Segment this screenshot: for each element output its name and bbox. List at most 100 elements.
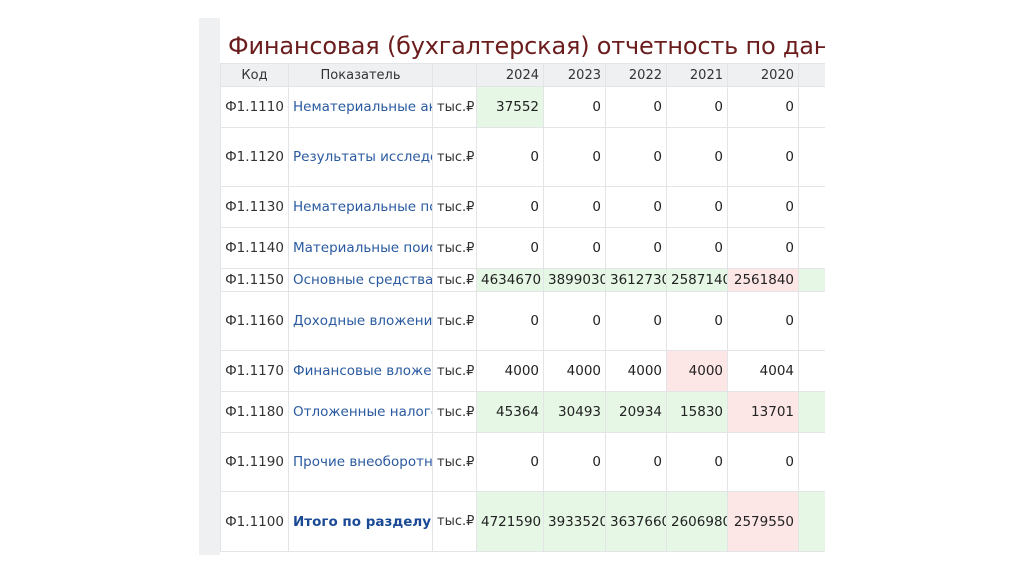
value-cell-2023: 3933520 xyxy=(543,491,606,552)
row-unit: тыс.₽ xyxy=(432,432,477,492)
value-cell-overflow xyxy=(798,491,825,552)
value-cell-2021: 0 xyxy=(666,291,728,351)
column-header-unit xyxy=(432,63,477,87)
column-header-year-2021[interactable]: 2021 xyxy=(666,63,728,87)
row-code: Ф1.1110 xyxy=(220,86,289,128)
value-cell-2020: 2579550 xyxy=(727,491,799,552)
column-header-year-2024[interactable]: 2024 xyxy=(476,63,544,87)
row-code: Ф1.1130 xyxy=(220,186,289,228)
row-indicator-link[interactable]: Отложенные налоговые активы xyxy=(288,391,433,433)
row-indicator-link[interactable]: Доходные вложения в материальные ценност… xyxy=(288,291,433,351)
table-row: Ф1.1150 Основные средства тыс.₽ 4634670 3899… xyxy=(220,268,825,292)
value-cell-2024: 4000 xyxy=(476,350,544,392)
value-cell-overflow xyxy=(798,350,825,392)
value-cell-overflow xyxy=(798,432,825,492)
row-code: Ф1.1170 xyxy=(220,350,289,392)
value-cell-2024: 45364 xyxy=(476,391,544,433)
value-cell-2020: 4004 xyxy=(727,350,799,392)
row-unit: тыс.₽ xyxy=(432,86,477,128)
column-header-year-2022[interactable]: 2022 xyxy=(605,63,667,87)
value-cell-2020: 2561840 xyxy=(727,268,799,292)
column-header-overflow xyxy=(798,63,825,87)
value-cell-2024: 0 xyxy=(476,227,544,269)
value-cell-2021: 2587140 xyxy=(666,268,728,292)
row-indicator-link[interactable]: Нематериальные поисковые активы xyxy=(288,186,433,228)
column-header-code[interactable]: Код xyxy=(220,63,289,87)
value-cell-2022: 3612730 xyxy=(605,268,667,292)
value-cell-2021: 0 xyxy=(666,127,728,187)
row-indicator-link[interactable]: Финансовые вложения xyxy=(288,350,433,392)
value-cell-2020: 0 xyxy=(727,291,799,351)
value-cell-2023: 30493 xyxy=(543,391,606,433)
value-cell-2024: 37552 xyxy=(476,86,544,128)
report-panel: Финансовая (бухгалтерская) отчетность по… xyxy=(220,18,825,555)
value-cell-2024: 0 xyxy=(476,291,544,351)
value-cell-2022: 4000 xyxy=(605,350,667,392)
value-cell-2021: 0 xyxy=(666,186,728,228)
value-cell-2024: 4721590 xyxy=(476,491,544,552)
value-cell-2022: 0 xyxy=(605,291,667,351)
value-cell-2021: 0 xyxy=(666,86,728,128)
page-title: Финансовая (бухгалтерская) отчетность по… xyxy=(228,32,825,60)
value-cell-2020: 0 xyxy=(727,86,799,128)
value-cell-2023: 0 xyxy=(543,291,606,351)
value-cell-2020: 0 xyxy=(727,227,799,269)
value-cell-2021: 15830 xyxy=(666,391,728,433)
value-cell-2023: 0 xyxy=(543,127,606,187)
value-cell-2022: 20934 xyxy=(605,391,667,433)
value-cell-2024: 4634670 xyxy=(476,268,544,292)
value-cell-overflow xyxy=(798,291,825,351)
value-cell-2023: 0 xyxy=(543,86,606,128)
row-code: Ф1.1140 xyxy=(220,227,289,269)
row-code: Ф1.1190 xyxy=(220,432,289,492)
value-cell-2023: 0 xyxy=(543,432,606,492)
value-cell-overflow xyxy=(798,86,825,128)
row-code: Ф1.1180 xyxy=(220,391,289,433)
value-cell-2022: 0 xyxy=(605,227,667,269)
value-cell-2021: 0 xyxy=(666,432,728,492)
row-indicator-link[interactable]: Итого по разделу I - Внеоборотные активы xyxy=(288,491,433,552)
row-code: Ф1.1120 xyxy=(220,127,289,187)
value-cell-2021: 0 xyxy=(666,227,728,269)
value-cell-2022: 0 xyxy=(605,186,667,228)
value-cell-overflow xyxy=(798,127,825,187)
row-unit: тыс.₽ xyxy=(432,268,477,292)
value-cell-overflow xyxy=(798,268,825,292)
row-unit: тыс.₽ xyxy=(432,227,477,269)
financial-report-table: Код Показатель 2024 2023 2022 2021 2020 … xyxy=(220,63,825,552)
row-unit: тыс.₽ xyxy=(432,291,477,351)
value-cell-2020: 0 xyxy=(727,127,799,187)
value-cell-2023: 0 xyxy=(543,227,606,269)
row-indicator-link[interactable]: Основные средства xyxy=(288,268,433,292)
row-indicator-link[interactable]: Прочие внеоборотные активы xyxy=(288,432,433,492)
row-unit: тыс.₽ xyxy=(432,127,477,187)
value-cell-2020: 13701 xyxy=(727,391,799,433)
right-margin xyxy=(825,0,1024,574)
column-header-year-2023[interactable]: 2023 xyxy=(543,63,606,87)
row-unit: тыс.₽ xyxy=(432,350,477,392)
value-cell-overflow xyxy=(798,391,825,433)
value-cell-2020: 0 xyxy=(727,432,799,492)
value-cell-2022: 0 xyxy=(605,127,667,187)
row-code: Ф1.1160 xyxy=(220,291,289,351)
value-cell-2022: 0 xyxy=(605,432,667,492)
value-cell-2023: 4000 xyxy=(543,350,606,392)
value-cell-2020: 0 xyxy=(727,186,799,228)
value-cell-2023: 3899030 xyxy=(543,268,606,292)
row-unit: тыс.₽ xyxy=(432,186,477,228)
value-cell-2021: 2606980 xyxy=(666,491,728,552)
column-header-year-2020[interactable]: 2020 xyxy=(727,63,799,87)
row-indicator-link[interactable]: Результаты исследований и разработок xyxy=(288,127,433,187)
column-header-name[interactable]: Показатель xyxy=(288,63,433,87)
table-header-row: Код Показатель 2024 2023 2022 2021 2020 xyxy=(220,63,825,87)
row-indicator-link[interactable]: Материальные поисковые активы xyxy=(288,227,433,269)
row-indicator-link[interactable]: Нематериальные активы xyxy=(288,86,433,128)
